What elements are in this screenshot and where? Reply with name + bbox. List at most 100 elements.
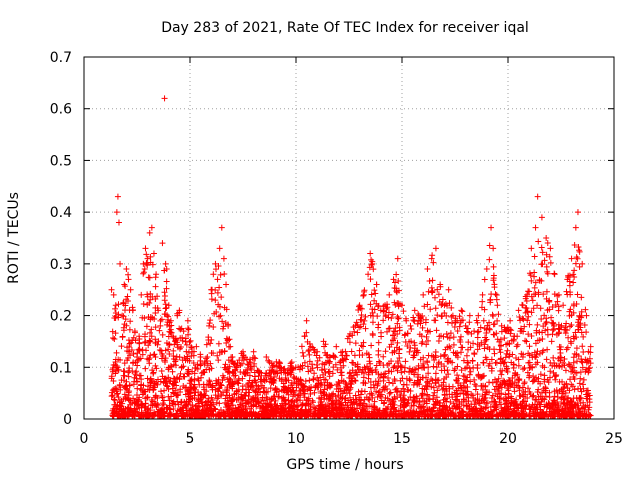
data-point	[215, 340, 222, 347]
data-point	[454, 404, 461, 411]
data-point	[348, 407, 355, 414]
data-point	[482, 337, 489, 344]
data-point	[515, 377, 522, 384]
data-point	[529, 297, 536, 304]
data-point	[390, 276, 397, 283]
data-point	[450, 334, 457, 341]
data-point	[299, 365, 306, 372]
data-point	[148, 333, 155, 340]
data-point	[526, 372, 533, 379]
data-point	[544, 326, 551, 333]
data-point	[531, 284, 538, 291]
data-point	[332, 354, 339, 361]
data-point	[583, 413, 590, 420]
data-point	[534, 302, 541, 309]
data-point	[524, 395, 531, 402]
data-point	[554, 298, 561, 305]
data-point	[157, 317, 164, 324]
x-tick-labels: 0 5 10 15 20 25	[80, 431, 623, 447]
data-point	[285, 391, 292, 398]
data-point	[534, 337, 541, 344]
data-point	[229, 357, 236, 364]
data-point	[480, 359, 487, 366]
data-point	[138, 412, 145, 419]
data-point	[278, 394, 285, 401]
data-point	[508, 359, 515, 366]
data-point	[142, 407, 149, 414]
data-point	[150, 250, 157, 257]
data-point	[474, 334, 481, 341]
data-point	[369, 413, 376, 420]
data-point	[203, 341, 210, 348]
data-point	[288, 413, 295, 420]
data-point	[108, 286, 115, 293]
data-point	[317, 388, 324, 395]
data-point	[146, 274, 153, 281]
data-point	[145, 413, 152, 420]
data-point	[369, 319, 376, 326]
data-point	[457, 338, 464, 345]
data-point	[425, 395, 432, 402]
data-point	[542, 327, 549, 334]
data-point	[575, 244, 582, 251]
data-point	[536, 329, 543, 336]
data-point	[319, 401, 326, 408]
data-point	[170, 352, 177, 359]
data-point	[172, 358, 179, 365]
data-point	[238, 394, 245, 401]
data-point	[260, 376, 267, 383]
data-point	[112, 305, 119, 312]
data-point	[328, 400, 335, 407]
data-point	[280, 383, 287, 390]
data-point	[549, 408, 556, 415]
data-point	[278, 378, 285, 385]
data-point	[207, 401, 214, 408]
data-point	[275, 362, 282, 369]
data-point	[581, 321, 588, 328]
data-point	[540, 291, 547, 298]
data-point	[367, 250, 374, 257]
data-point	[531, 273, 538, 280]
data-point	[538, 214, 545, 221]
data-point	[549, 327, 556, 334]
data-point	[326, 373, 333, 380]
data-point	[450, 341, 457, 348]
data-point	[504, 368, 511, 375]
data-point	[340, 378, 347, 385]
data-point	[407, 322, 414, 329]
data-point	[317, 374, 324, 381]
data-point	[475, 328, 482, 335]
data-point	[532, 224, 539, 231]
data-point	[437, 353, 444, 360]
data-point	[443, 330, 450, 337]
data-point	[393, 271, 400, 278]
data-point	[481, 306, 488, 313]
data-point	[479, 298, 486, 305]
data-point	[548, 314, 555, 321]
data-point	[138, 376, 145, 383]
x-axis-label: GPS time / hours	[286, 457, 403, 473]
data-point	[391, 393, 398, 400]
data-point	[217, 407, 224, 414]
data-point	[555, 307, 562, 314]
data-point	[266, 359, 273, 366]
data-point	[386, 360, 393, 367]
data-point	[217, 381, 224, 388]
x-tick-label: 20	[499, 431, 517, 447]
data-point	[576, 248, 583, 255]
data-point	[234, 412, 241, 419]
data-point	[321, 386, 328, 393]
data-point	[385, 325, 392, 332]
data-point	[339, 390, 346, 397]
data-point	[570, 354, 577, 361]
data-point	[507, 317, 514, 324]
data-point	[410, 394, 417, 401]
data-point	[357, 316, 364, 323]
data-points-layer	[108, 95, 594, 420]
data-point	[382, 405, 389, 412]
data-point	[270, 362, 277, 369]
data-point	[497, 336, 504, 343]
data-point	[186, 380, 193, 387]
data-point	[117, 384, 124, 391]
data-point	[158, 316, 165, 323]
